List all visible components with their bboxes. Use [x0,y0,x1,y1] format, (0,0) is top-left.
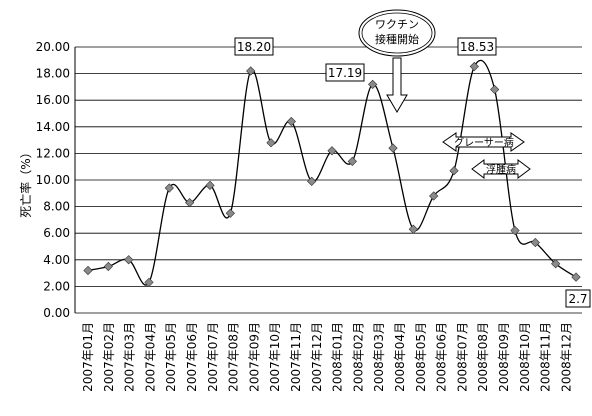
data-point [286,116,296,127]
peak-label-text: 18.53 [460,40,494,54]
glasser-label: グレーサー病 [454,136,514,149]
glasser-annotation: グレーサー病 [442,132,525,152]
data-point [327,146,337,156]
x-tick-label: 2007年04月 [143,322,157,392]
y-tick-label: 18.00 [36,67,70,81]
data-markers [83,61,581,288]
edema-annotation: 浮腫病 [471,159,531,179]
y-tick-label: 14.00 [36,120,70,134]
data-point [490,84,500,95]
data-point [551,259,561,269]
peak-label-text: 17.19 [328,66,362,80]
y-tick-label: 0.00 [43,306,70,320]
vaccine-line1: ワクチン [375,18,419,31]
x-tick-label: 2008年08月 [476,322,490,392]
x-tick-label: 2008年04月 [393,322,407,392]
x-tick-label: 2008年12月 [559,322,573,392]
double-arrow-icon [442,132,525,152]
gridlines [74,46,582,314]
down-arrow-icon [386,57,408,113]
data-point [185,197,195,208]
data-point [571,272,581,282]
y-axis-label: 死亡率（%） [18,146,33,217]
x-axis-ticks: 2007年01月 2007年02月 2007年03月 2007年04月 2007年05月… [81,322,573,392]
x-tick-label: 2007年09月 [247,322,261,392]
x-tick-label: 2008年01月 [331,322,345,392]
y-tick-label: 4.00 [43,253,70,267]
y-tick-label: 12.00 [36,146,70,160]
x-tick-label: 2007年10月 [268,322,282,392]
data-point [307,176,317,186]
x-tick-label: 2007年06月 [185,322,199,392]
x-tick-label: 2008年09月 [497,322,511,392]
y-tick-label: 10.00 [36,173,70,187]
x-tick-label: 2007年05月 [164,322,178,392]
x-tick-label: 2007年02月 [102,322,116,392]
data-point [449,166,459,176]
y-tick-label: 20.00 [36,40,70,54]
data-point [103,261,113,272]
data-point [246,66,256,76]
data-point [225,208,235,218]
data-point [368,79,378,89]
last-value-label: 2.7 [565,289,591,308]
x-tick-label: 2007年01月 [81,322,95,392]
data-point [83,265,93,276]
x-tick-label: 2008年06月 [435,322,449,392]
data-point [429,191,439,201]
x-tick-label: 2008年11月 [539,322,553,392]
peak-label-2008-02: 17.19 [325,63,365,82]
x-tick-label: 2008年10月 [518,322,532,392]
x-tick-label: 2007年12月 [310,322,324,392]
edema-label: 浮腫病 [486,163,516,176]
x-tick-label: 2007年08月 [227,322,241,392]
x-tick-label: 2008年05月 [414,322,428,392]
y-tick-label: 16.00 [36,93,70,107]
data-point [144,277,154,288]
double-arrow-icon [471,159,531,179]
peak-label-2008-07: 18.53 [457,37,497,56]
x-tick-label: 2008年02月 [351,322,365,392]
x-tick-label: 2007年03月 [123,322,137,392]
x-tick-label: 2008年03月 [372,322,386,392]
y-axis-ticks: 0.00 2.00 4.00 6.00 8.00 10.00 12.00 14.00 16.00… [36,40,70,320]
data-point [388,143,398,153]
data-point [124,255,134,265]
x-tick-label: 2007年11月 [289,322,303,392]
data-point [408,224,418,234]
data-point [205,180,215,190]
peak-label-text: 18.20 [237,40,271,54]
x-tick-label: 2007年07月 [206,322,220,392]
data-point [164,183,174,193]
peak-label-2007-09: 18.20 [234,37,274,56]
data-point [347,156,357,167]
data-point [530,237,540,248]
x-tick-label: 2008年07月 [455,322,469,392]
y-tick-label: 6.00 [43,226,70,240]
data-point [266,138,276,148]
data-point [510,225,520,236]
vaccine-line2: 接種開始 [375,32,419,46]
y-tick-label: 2.00 [43,279,70,293]
vaccine-annotation: ワクチン 接種開始 [358,9,436,113]
y-tick-label: 8.00 [43,200,70,214]
last-value-text: 2.7 [568,292,587,306]
data-point [469,61,479,72]
